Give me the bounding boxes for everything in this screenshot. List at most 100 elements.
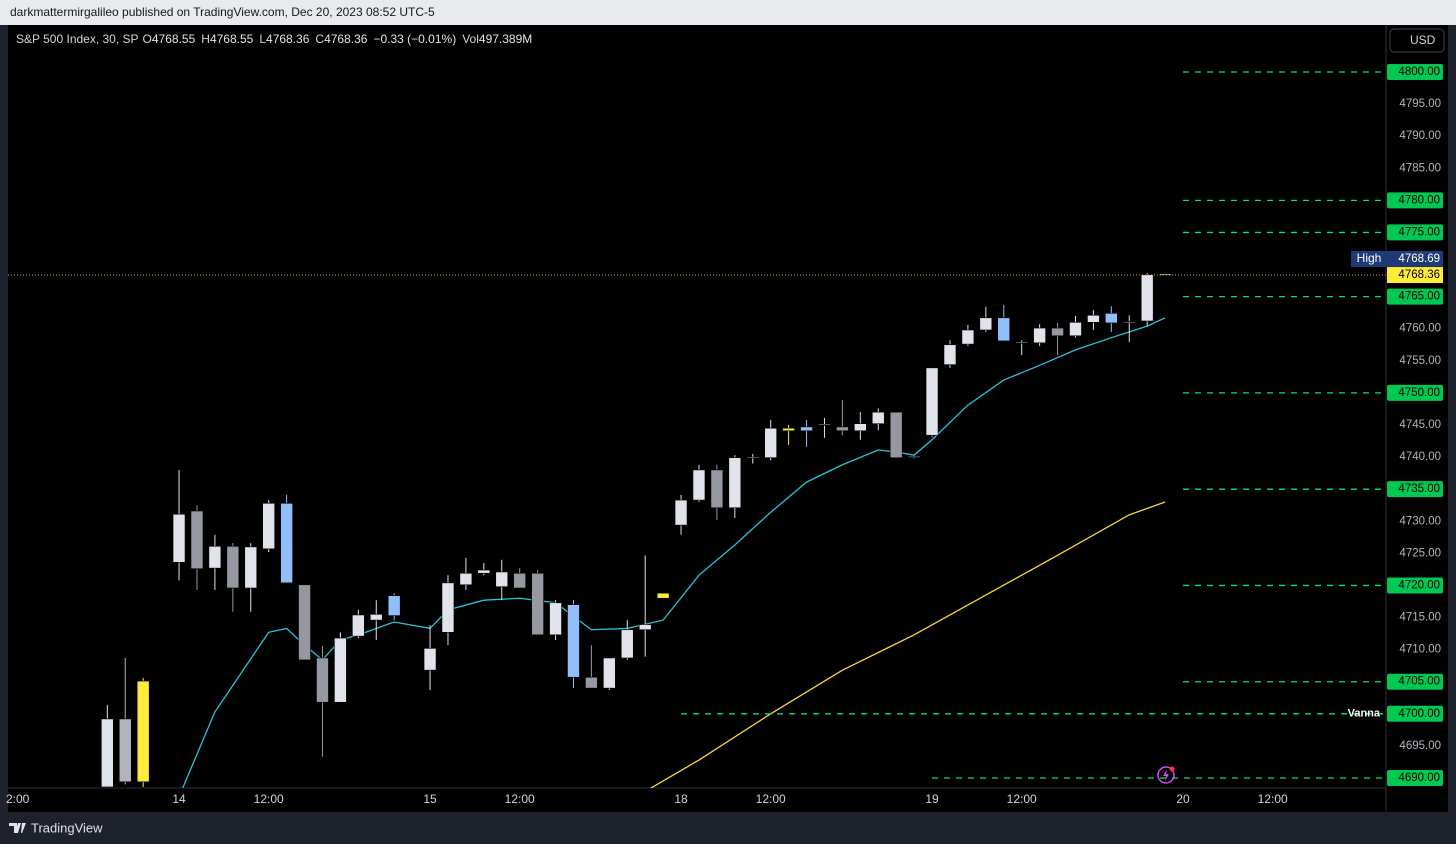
ohlc-key: H — [201, 32, 210, 46]
candle-body — [495, 571, 509, 588]
candle-body — [298, 584, 311, 661]
x-tick-label: 12:00 — [756, 792, 786, 806]
y-tick-label: 4745.00 — [1399, 419, 1441, 431]
candle-body — [477, 569, 491, 574]
last-price-tag — [1387, 267, 1443, 284]
y-tick-label: 4715.00 — [1399, 612, 1441, 624]
candle-body — [1033, 327, 1046, 344]
level-name: Vanna — [1348, 708, 1381, 720]
x-tick-label: 12:00 — [505, 792, 535, 806]
level-label: 4765.00 — [1398, 291, 1440, 303]
candle-body — [423, 648, 437, 671]
candle-body — [441, 582, 455, 633]
currency-label[interactable]: USD — [1410, 33, 1436, 47]
candle-body — [1158, 273, 1172, 276]
y-tick-label: 4740.00 — [1399, 451, 1441, 463]
candle-body — [531, 572, 544, 636]
candle-body — [208, 545, 222, 569]
ohlc-value: 4768.55 — [209, 32, 254, 46]
candle-body — [692, 469, 706, 501]
candle-body — [459, 572, 473, 586]
candle-body — [387, 595, 401, 616]
ohlc-value: 4768.55 — [151, 32, 196, 46]
high-tag — [1387, 250, 1443, 267]
ohlc-key: C — [315, 32, 325, 46]
candle-body — [567, 604, 580, 678]
high-tag-name: High — [1357, 251, 1382, 265]
level-tag — [1387, 224, 1443, 241]
candle-body — [172, 513, 186, 563]
level-label: 4700.00 — [1398, 708, 1440, 720]
y-tick-label: 4730.00 — [1399, 515, 1441, 527]
level-tag — [1387, 63, 1443, 80]
candle-body — [728, 457, 742, 509]
level-label: 4720.00 — [1398, 579, 1440, 591]
level-tag — [1387, 577, 1443, 594]
y-tick-label: 4710.00 — [1399, 644, 1441, 656]
y-tick-label: 4695.00 — [1399, 740, 1441, 752]
level-tag — [1387, 673, 1443, 690]
x-tick-label: 20 — [1176, 792, 1190, 806]
candle-body — [620, 629, 634, 659]
x-tick-label: 12:00 — [254, 792, 284, 806]
candle-body — [549, 602, 562, 636]
candle-body — [997, 317, 1011, 342]
candle-body — [1069, 321, 1082, 337]
level-label: 4780.00 — [1398, 194, 1440, 206]
candle-body — [800, 426, 813, 432]
level-label: 4775.00 — [1398, 226, 1440, 238]
candle-body — [585, 676, 598, 689]
candle-body — [656, 592, 670, 599]
candle-body — [710, 469, 724, 509]
level-tag — [1387, 384, 1443, 401]
level-tag — [1387, 192, 1443, 209]
candle-body — [1105, 313, 1118, 324]
level-label: 4690.00 — [1398, 772, 1440, 784]
ohlc-value: 4768.36 — [266, 32, 310, 46]
y-tick-label: 4760.00 — [1399, 323, 1441, 335]
candle-body — [638, 624, 652, 631]
level-tag — [1387, 288, 1443, 305]
candle-body — [782, 427, 795, 432]
last-price-label: 4768.36 — [1398, 269, 1440, 281]
candle-body — [1122, 321, 1136, 323]
candle-body — [118, 718, 132, 783]
candle-body — [818, 424, 831, 426]
symbol: S&P 500 Index, 30, SP — [16, 32, 139, 46]
plot — [8, 71, 1386, 788]
candle-body — [513, 572, 526, 589]
candle-body — [1087, 314, 1100, 323]
candle-body — [836, 426, 849, 432]
level-tag — [1387, 481, 1443, 498]
x-tick-label: 19 — [925, 792, 939, 806]
x-tick-label: 12:00 — [1258, 792, 1288, 806]
y-tick-label: 4725.00 — [1399, 547, 1441, 559]
alert-icon[interactable] — [1157, 766, 1175, 784]
high-tag-name-bg — [1351, 250, 1387, 267]
x-tick-label: 15 — [423, 792, 437, 806]
alert-dot — [1169, 766, 1175, 772]
candle-body — [674, 499, 688, 526]
candle-body — [925, 367, 939, 436]
footer-brand: TradingView — [31, 820, 103, 835]
candle-body — [889, 411, 903, 459]
candle-body — [352, 614, 365, 637]
candle-body — [190, 510, 204, 570]
currency-button[interactable] — [1389, 28, 1445, 53]
header: darkmattermirgalileo published on Tradin… — [10, 5, 435, 19]
y-tick-label: 4785.00 — [1399, 162, 1441, 174]
level-tag — [1387, 769, 1443, 786]
candle-body — [280, 502, 293, 584]
candle-body — [316, 657, 329, 703]
x-tick-label: 14 — [172, 792, 186, 806]
y-tick-label: 4755.00 — [1399, 355, 1441, 367]
ohlc-key: O — [142, 32, 152, 46]
footer-logo — [9, 823, 26, 833]
candle-body — [226, 545, 240, 589]
candle-body — [136, 680, 150, 783]
candle-body — [854, 423, 867, 432]
candle-body — [764, 427, 777, 459]
volume-key: Vol — [462, 32, 479, 46]
